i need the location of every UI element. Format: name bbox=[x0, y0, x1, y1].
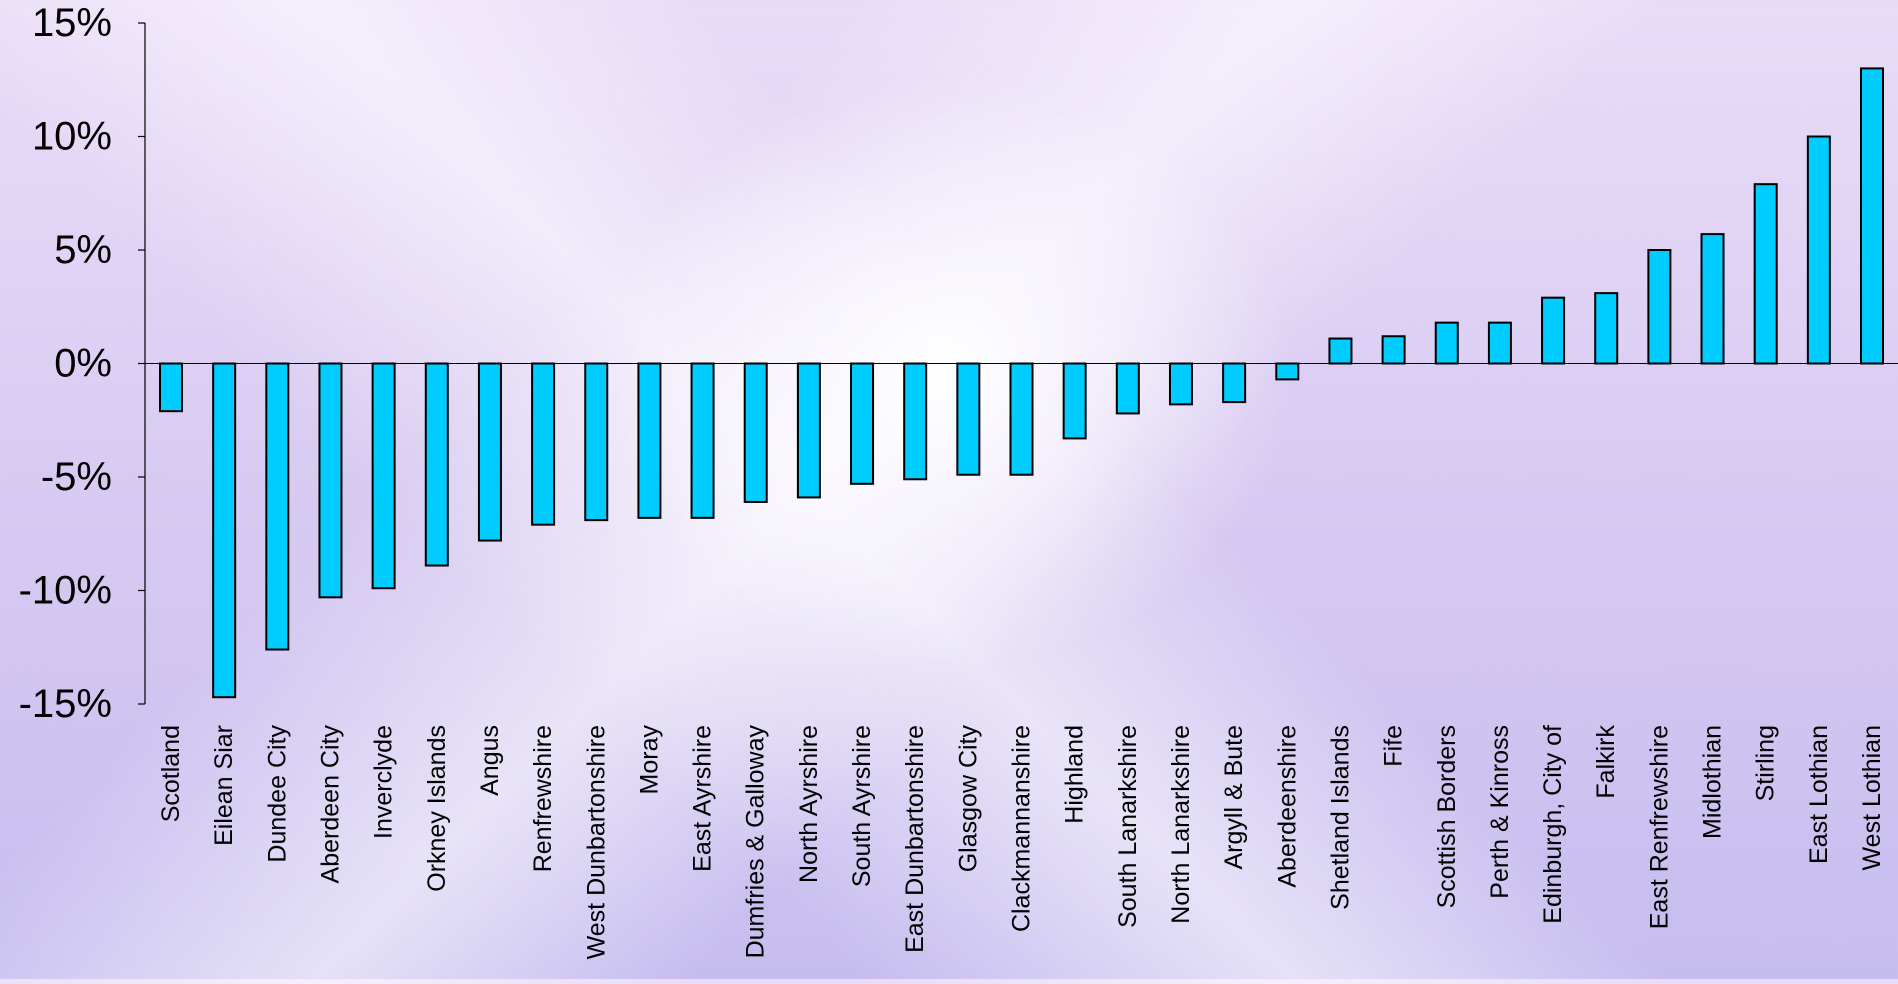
bar bbox=[531, 362, 556, 526]
bar bbox=[212, 362, 237, 699]
x-tick-label: Perth & Kinross bbox=[1486, 725, 1514, 899]
x-tick-label: Scottish Borders bbox=[1433, 725, 1461, 908]
bar bbox=[1009, 362, 1034, 476]
x-tick-label: Fife bbox=[1380, 725, 1408, 767]
bar bbox=[1222, 362, 1247, 404]
x-tick-label: Argyll & Bute bbox=[1220, 725, 1248, 870]
bar bbox=[1860, 67, 1884, 365]
bar bbox=[1806, 135, 1831, 365]
x-tick-label: South Ayrshire bbox=[848, 725, 876, 887]
bar bbox=[1381, 335, 1406, 365]
bar bbox=[424, 362, 449, 567]
x-tick-label: Moray bbox=[635, 725, 663, 795]
y-axis-tick-labels: 15% 10% 5% 0% -5% -10% -15% bbox=[19, 1, 112, 726]
bar bbox=[1328, 337, 1353, 365]
bar bbox=[1753, 183, 1778, 365]
x-tick-label: Edinburgh, City of bbox=[1539, 725, 1567, 924]
x-tick-label: Dumfries & Galloway bbox=[742, 725, 770, 959]
bar bbox=[1434, 321, 1459, 365]
y-tick-label: 5% bbox=[54, 228, 112, 272]
x-tick-label: West Dunbartonshire bbox=[582, 725, 610, 959]
bar bbox=[1647, 249, 1672, 365]
bar bbox=[477, 362, 502, 542]
x-tick-label: East Renfrewshire bbox=[1645, 725, 1673, 929]
x-tick-label: East Dunbartonshire bbox=[901, 725, 929, 953]
bar bbox=[956, 362, 981, 476]
x-tick-label: Stirling bbox=[1752, 725, 1780, 801]
bar bbox=[1487, 321, 1512, 365]
x-tick-label: Aberdeen City bbox=[316, 725, 344, 884]
x-tick-label: Highland bbox=[1061, 725, 1089, 824]
x-tick-label: North Lanarkshire bbox=[1167, 725, 1195, 924]
y-tick-label: -10% bbox=[19, 569, 112, 613]
y-tick-label: 10% bbox=[32, 115, 112, 159]
bar bbox=[1115, 362, 1140, 415]
bar bbox=[1594, 292, 1619, 365]
bar bbox=[1700, 233, 1725, 365]
bar bbox=[690, 362, 715, 519]
bar bbox=[371, 362, 396, 590]
y-tick-label: -5% bbox=[41, 455, 112, 499]
bar bbox=[159, 362, 183, 413]
bar bbox=[1275, 362, 1300, 381]
x-tick-label: Scotland bbox=[157, 725, 185, 822]
y-tick-label: 0% bbox=[54, 342, 112, 386]
x-tick-label: North Ayrshire bbox=[795, 725, 823, 883]
x-tick-label: Aberdeenshire bbox=[1273, 725, 1301, 888]
x-tick-label: Renfrewshire bbox=[529, 725, 557, 872]
x-tick-label: Clackmannanshire bbox=[1008, 725, 1036, 932]
x-tick-label: East Ayrshire bbox=[689, 725, 717, 872]
bar bbox=[637, 362, 662, 519]
x-tick-label: Orkney Islands bbox=[423, 725, 451, 892]
x-tick-label: Angus bbox=[476, 725, 504, 796]
chart-bars bbox=[159, 67, 1884, 699]
x-tick-label: Glasgow City bbox=[954, 725, 982, 873]
bar bbox=[743, 362, 768, 503]
x-axis-tick-labels: Scotland Eilean Siar Dundee City Aberdeen C… bbox=[157, 725, 1886, 960]
x-tick-label: West Lothian bbox=[1858, 725, 1886, 870]
bar bbox=[903, 362, 928, 481]
bar bbox=[265, 362, 290, 651]
bar bbox=[584, 362, 609, 522]
x-tick-label: Dundee City bbox=[263, 725, 291, 863]
y-tick-label: 15% bbox=[32, 1, 112, 45]
bar bbox=[796, 362, 821, 499]
x-tick-label: Falkirk bbox=[1592, 725, 1620, 799]
bar bbox=[318, 362, 343, 599]
y-tick-label: -15% bbox=[19, 682, 112, 726]
x-tick-label: Inverclyde bbox=[370, 725, 398, 839]
x-tick-label: Midlothian bbox=[1699, 725, 1727, 839]
bar bbox=[1541, 296, 1566, 365]
x-tick-label: Eilean Siar bbox=[210, 725, 238, 846]
x-tick-label: East Lothian bbox=[1805, 725, 1833, 864]
x-tick-label: South Lanarkshire bbox=[1114, 725, 1142, 928]
bar bbox=[1062, 362, 1087, 440]
bar bbox=[850, 362, 875, 485]
x-tick-label: Shetland Islands bbox=[1326, 725, 1354, 910]
bar bbox=[1168, 362, 1193, 406]
